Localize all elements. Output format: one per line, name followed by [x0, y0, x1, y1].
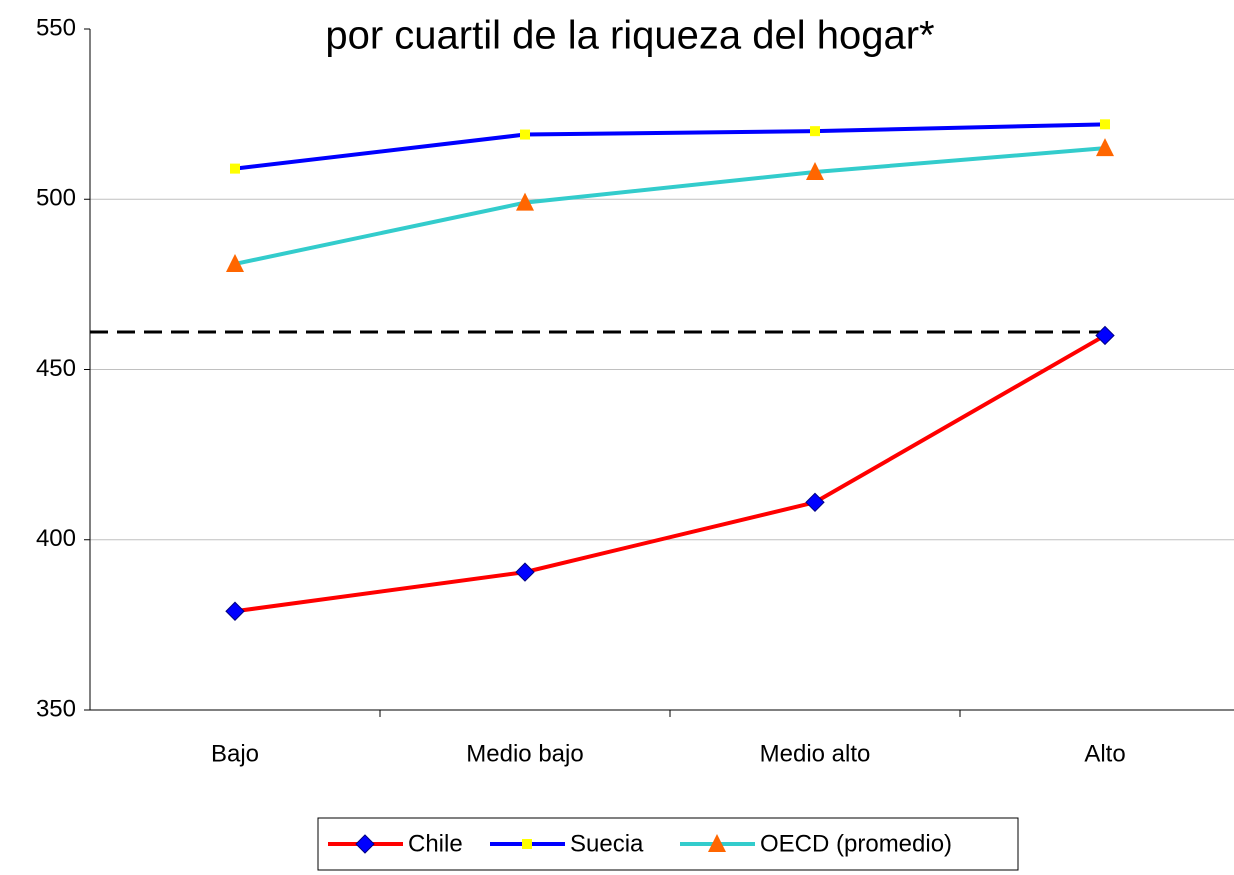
marker — [1100, 119, 1110, 130]
series-line — [234, 146, 1106, 266]
y-tick-label: 400 — [36, 525, 76, 552]
y-tick-label: 500 — [36, 185, 76, 212]
marker — [806, 162, 824, 181]
marker — [516, 192, 534, 211]
x-tick-label: Medio alto — [760, 740, 871, 767]
marker — [520, 129, 530, 140]
marker — [226, 253, 244, 272]
legend-label: Suecia — [570, 830, 644, 857]
marker — [230, 163, 240, 174]
legend-marker — [355, 834, 375, 854]
x-tick-label: Bajo — [211, 740, 259, 767]
marker — [515, 562, 535, 582]
x-tick-label: Alto — [1084, 740, 1125, 767]
y-tick-label: 450 — [36, 355, 76, 382]
x-tick-label: Medio bajo — [466, 740, 583, 767]
legend-marker — [708, 834, 726, 852]
marker — [225, 601, 245, 621]
legend-box — [317, 817, 1019, 871]
legend-marker — [522, 839, 532, 849]
y-tick-label: 550 — [36, 14, 76, 41]
marker — [810, 126, 820, 137]
chart-title: por cuartil de la riqueza del hogar* — [325, 14, 934, 58]
y-tick-label: 350 — [36, 695, 76, 722]
marker — [1095, 325, 1115, 346]
legend-label: Chile — [408, 830, 463, 857]
marker — [1096, 138, 1114, 157]
legend-label: OECD (promedio) — [760, 830, 952, 857]
series-line — [234, 122, 1106, 171]
series-line — [234, 333, 1106, 614]
marker — [805, 492, 825, 513]
